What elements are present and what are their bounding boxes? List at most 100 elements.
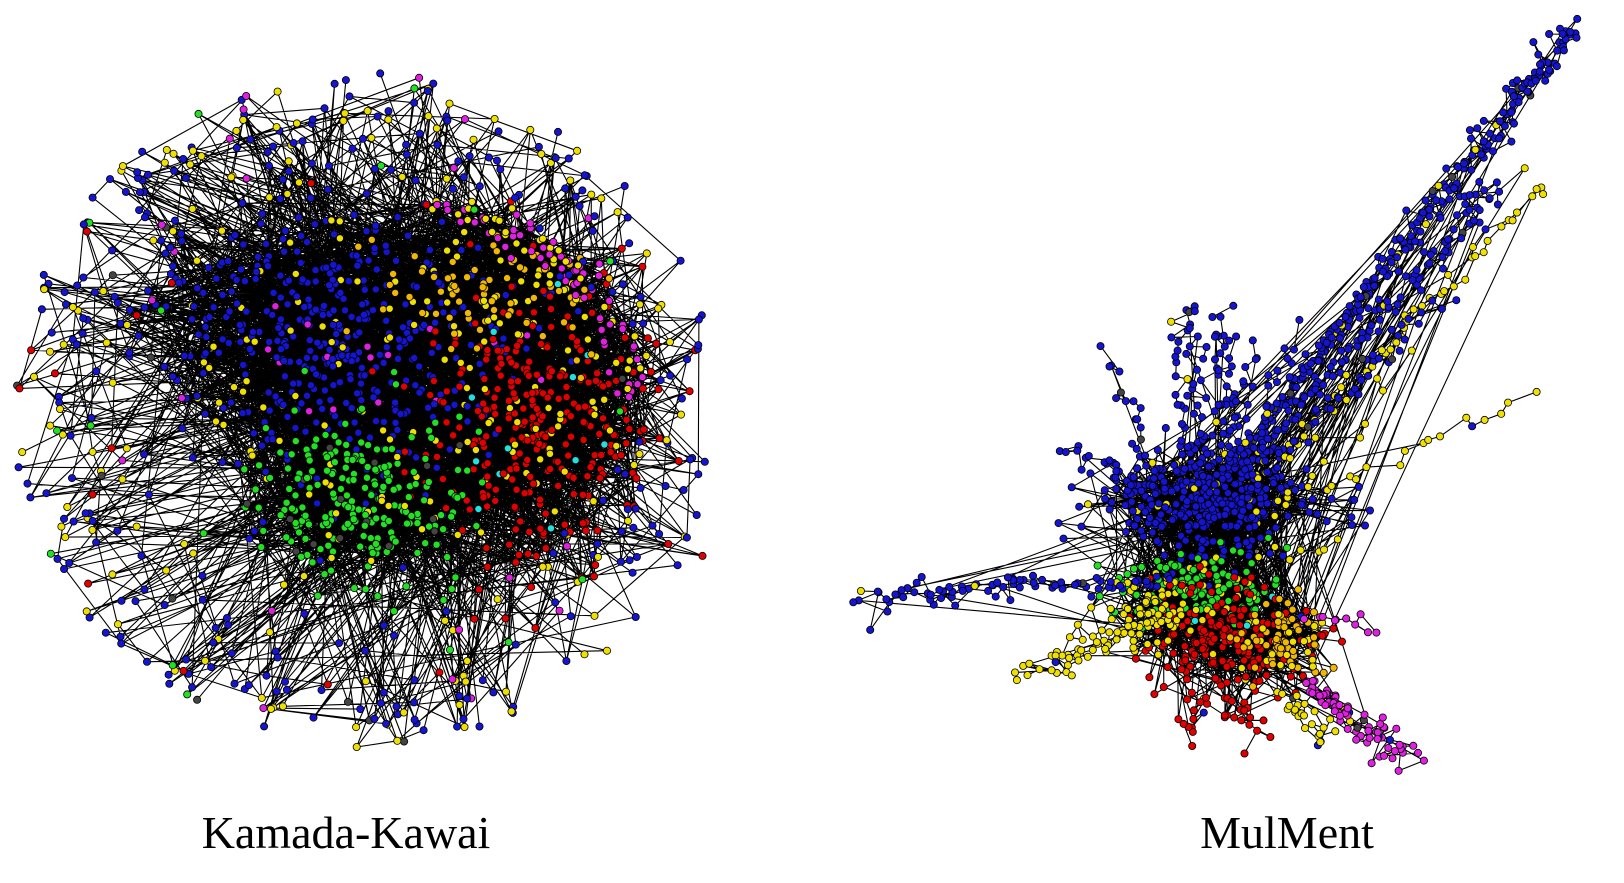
node bbox=[1434, 181, 1443, 190]
node bbox=[1176, 550, 1185, 559]
node bbox=[1266, 733, 1275, 742]
node bbox=[389, 607, 398, 616]
node bbox=[567, 432, 576, 441]
node bbox=[547, 524, 556, 533]
node bbox=[303, 320, 312, 329]
node bbox=[391, 418, 400, 427]
node bbox=[1177, 611, 1186, 620]
node bbox=[429, 376, 438, 385]
node bbox=[391, 537, 400, 546]
node bbox=[1283, 599, 1292, 608]
node bbox=[238, 199, 247, 208]
node bbox=[1411, 237, 1420, 246]
node bbox=[546, 464, 555, 473]
node bbox=[677, 410, 686, 419]
node bbox=[328, 362, 337, 371]
node bbox=[1248, 682, 1257, 691]
node bbox=[1388, 754, 1397, 763]
node bbox=[58, 430, 67, 439]
node bbox=[1419, 756, 1428, 765]
node bbox=[1294, 626, 1303, 635]
node bbox=[503, 274, 512, 283]
node bbox=[1306, 359, 1315, 368]
node bbox=[576, 274, 585, 283]
node bbox=[309, 540, 318, 549]
node bbox=[361, 510, 370, 519]
node bbox=[563, 312, 572, 321]
node bbox=[1218, 499, 1227, 508]
node bbox=[1221, 510, 1230, 519]
node bbox=[204, 263, 213, 272]
node bbox=[504, 414, 513, 423]
node bbox=[343, 519, 352, 528]
node bbox=[225, 307, 234, 316]
node bbox=[1289, 637, 1298, 646]
node bbox=[1229, 301, 1238, 310]
node bbox=[371, 465, 380, 474]
node bbox=[1209, 650, 1218, 659]
node bbox=[1318, 612, 1327, 621]
node bbox=[1370, 281, 1379, 290]
node bbox=[1465, 191, 1474, 200]
node bbox=[68, 303, 77, 312]
node bbox=[134, 331, 143, 340]
node bbox=[1292, 383, 1301, 392]
node bbox=[445, 313, 454, 322]
node bbox=[1116, 388, 1125, 397]
node bbox=[643, 334, 652, 343]
node bbox=[421, 539, 430, 548]
node bbox=[1232, 332, 1241, 341]
node bbox=[470, 265, 479, 274]
node bbox=[461, 677, 470, 686]
node bbox=[1270, 542, 1279, 551]
node bbox=[412, 282, 421, 291]
node bbox=[419, 320, 428, 329]
node bbox=[1336, 334, 1345, 343]
node bbox=[415, 362, 424, 371]
node bbox=[1315, 729, 1324, 738]
node bbox=[385, 280, 394, 289]
node bbox=[574, 403, 583, 412]
node bbox=[1268, 660, 1277, 669]
node bbox=[656, 376, 665, 385]
node bbox=[279, 356, 288, 365]
node bbox=[592, 376, 601, 385]
node bbox=[1263, 499, 1272, 508]
node bbox=[510, 409, 519, 418]
node bbox=[1193, 332, 1202, 341]
node bbox=[1273, 378, 1282, 387]
node bbox=[328, 275, 337, 284]
node bbox=[450, 329, 459, 338]
node bbox=[1189, 379, 1198, 388]
node bbox=[131, 597, 140, 606]
node bbox=[251, 485, 260, 494]
node bbox=[359, 532, 368, 541]
node bbox=[593, 526, 602, 535]
node bbox=[354, 428, 363, 437]
node bbox=[307, 159, 316, 168]
node bbox=[360, 371, 369, 380]
node bbox=[1374, 354, 1383, 363]
node bbox=[576, 373, 585, 382]
node bbox=[357, 404, 366, 413]
node bbox=[677, 394, 686, 403]
node bbox=[1101, 494, 1110, 503]
node bbox=[1362, 463, 1371, 472]
node bbox=[1308, 495, 1317, 504]
node bbox=[508, 204, 517, 213]
node bbox=[265, 406, 274, 415]
node bbox=[531, 624, 540, 633]
node bbox=[589, 497, 598, 506]
node bbox=[356, 542, 365, 551]
node bbox=[638, 373, 647, 382]
node bbox=[439, 596, 448, 605]
node bbox=[1127, 497, 1136, 506]
node bbox=[402, 519, 411, 528]
node bbox=[400, 468, 409, 477]
node bbox=[311, 266, 320, 275]
node bbox=[509, 226, 518, 235]
node bbox=[1124, 622, 1133, 631]
node bbox=[623, 213, 632, 222]
node bbox=[108, 246, 117, 255]
